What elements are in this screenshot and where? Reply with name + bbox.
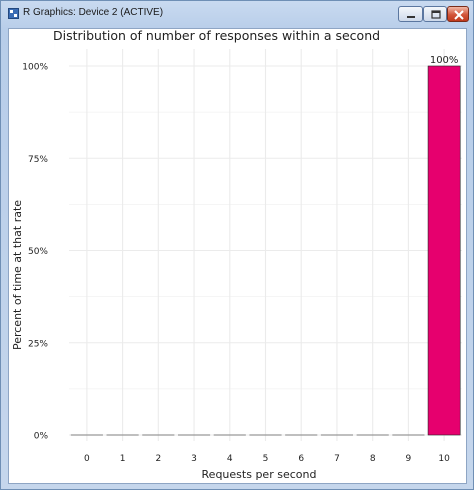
data-label: 100% — [430, 55, 459, 66]
y-tick-label: 0% — [34, 432, 49, 442]
r-app-icon — [8, 8, 19, 19]
maximize-button[interactable] — [423, 6, 447, 22]
x-tick-label: 4 — [227, 454, 233, 464]
bars — [70, 65, 461, 436]
x-tick-label: 1 — [120, 454, 126, 464]
x-tick-label: 9 — [406, 454, 412, 464]
x-axis-label: Requests per second — [202, 468, 317, 481]
chart-title: Distribution of number of responses with… — [53, 29, 380, 43]
x-tick-label: 2 — [155, 454, 161, 464]
minimize-icon — [407, 16, 415, 18]
x-tick-label: 8 — [370, 454, 376, 464]
y-tick-label: 25% — [28, 339, 48, 349]
minimize-button[interactable] — [398, 6, 423, 22]
x-tick-label: 10 — [438, 454, 450, 464]
grid-lines — [69, 49, 462, 441]
bar-chart: Distribution of number of responses with… — [11, 29, 462, 481]
x-tick-label: 6 — [298, 454, 304, 464]
x-tick-label: 0 — [84, 454, 90, 464]
x-tick-label: 5 — [263, 454, 269, 464]
bar-10 — [427, 65, 461, 436]
data-labels: 100% — [430, 55, 459, 66]
y-axis-ticks: 0% 25% 50% 75% 100% — [22, 63, 48, 442]
y-tick-label: 100% — [22, 63, 48, 73]
x-tick-label: 3 — [191, 454, 197, 464]
y-tick-label: 50% — [28, 247, 48, 257]
x-tick-label: 7 — [334, 454, 340, 464]
close-button[interactable] — [447, 6, 469, 22]
y-tick-label: 75% — [28, 155, 48, 165]
maximize-icon — [431, 10, 441, 19]
x-axis-ticks: 0 1 2 3 4 5 6 7 8 9 10 — [84, 454, 450, 464]
title-bar[interactable]: R Graphics: Device 2 (ACTIVE) — [1, 1, 473, 27]
window-title: R Graphics: Device 2 (ACTIVE) — [23, 7, 164, 18]
plot-area: Distribution of number of responses with… — [8, 28, 467, 484]
close-icon — [454, 10, 464, 20]
y-axis-label: Percent of time at that rate — [11, 200, 24, 350]
